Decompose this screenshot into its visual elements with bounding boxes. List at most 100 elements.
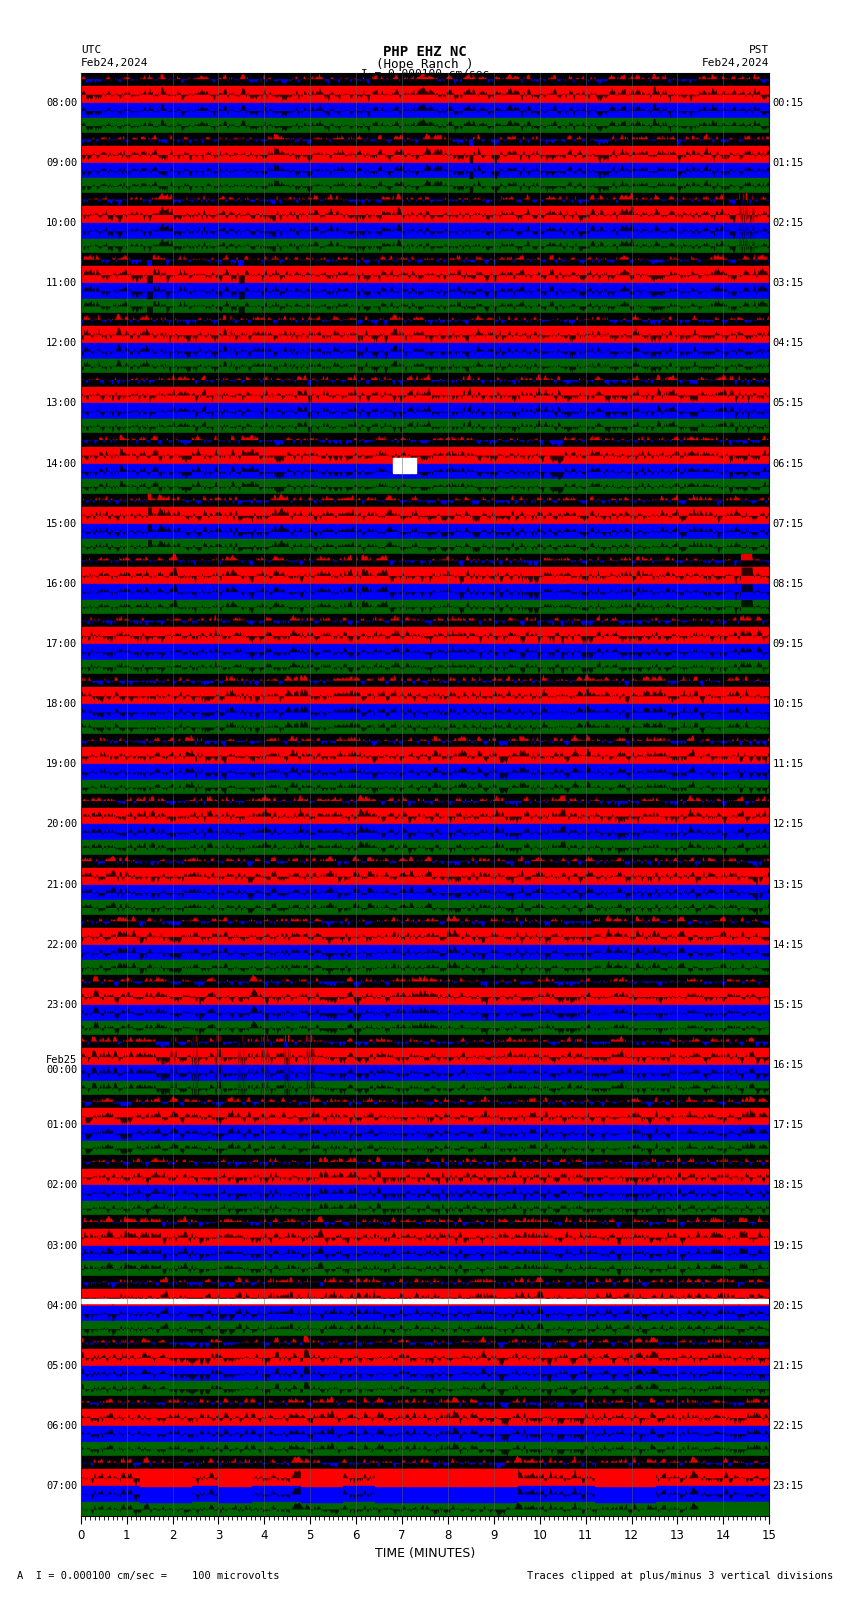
Bar (81, 687, 769, 705)
Bar (81, 674, 769, 687)
Bar (81, 900, 769, 915)
Text: 23:00: 23:00 (46, 1000, 77, 1010)
Bar (81, 1126, 769, 1140)
Text: 01:00: 01:00 (46, 1121, 77, 1131)
Text: 20:15: 20:15 (773, 1300, 804, 1311)
Text: 17:15: 17:15 (773, 1121, 804, 1131)
Bar (81, 584, 769, 600)
Bar (301, 1486, 343, 1502)
Bar (81, 1155, 769, 1168)
Text: 02:15: 02:15 (773, 218, 804, 227)
Text: 22:15: 22:15 (773, 1421, 804, 1431)
Bar (81, 840, 769, 855)
Text: 14:00: 14:00 (46, 458, 77, 468)
Text: 13:15: 13:15 (773, 879, 804, 890)
Text: 21:15: 21:15 (773, 1361, 804, 1371)
Text: 20:00: 20:00 (46, 819, 77, 829)
Text: (Hope Ranch ): (Hope Ranch ) (377, 58, 473, 71)
Bar (81, 1021, 769, 1036)
Bar (81, 1426, 769, 1442)
Text: 12:15: 12:15 (773, 819, 804, 829)
Bar (595, 1469, 654, 1486)
Text: 15:15: 15:15 (773, 1000, 804, 1010)
Bar (81, 463, 769, 479)
Bar (81, 266, 769, 284)
Bar (81, 539, 769, 553)
Text: 15:00: 15:00 (46, 519, 77, 529)
Bar (81, 553, 769, 568)
Bar (81, 808, 769, 824)
Bar (81, 1469, 769, 1486)
Text: A  I = 0.000100 cm/sec =    100 microvolts: A I = 0.000100 cm/sec = 100 microvolts (17, 1571, 280, 1581)
Bar (81, 132, 769, 145)
Bar (81, 855, 769, 868)
Bar (140, 1469, 191, 1486)
Text: 01:15: 01:15 (773, 158, 804, 168)
Bar (81, 927, 769, 945)
Bar (81, 1168, 769, 1186)
Text: 06:15: 06:15 (773, 458, 804, 468)
Text: 04:15: 04:15 (773, 339, 804, 348)
Text: 23:15: 23:15 (773, 1481, 804, 1490)
Text: 19:00: 19:00 (46, 760, 77, 769)
Text: 11:00: 11:00 (46, 277, 77, 289)
Bar (81, 447, 769, 463)
Bar (81, 1005, 769, 1021)
Bar (81, 615, 769, 627)
Bar (81, 344, 769, 360)
Bar (81, 73, 769, 85)
Bar (81, 1298, 769, 1303)
Text: 18:00: 18:00 (46, 698, 77, 710)
Bar (81, 945, 769, 960)
Bar (301, 1469, 343, 1486)
Bar (81, 239, 769, 253)
Bar (81, 506, 769, 524)
Bar (81, 989, 769, 1005)
Bar (81, 1216, 769, 1229)
Bar (81, 479, 769, 494)
Bar (81, 1261, 769, 1276)
Bar (81, 194, 769, 206)
Bar (375, 1486, 517, 1502)
Text: Feb25: Feb25 (46, 1055, 77, 1065)
Bar (81, 1065, 769, 1081)
Bar (81, 644, 769, 660)
Text: 22:00: 22:00 (46, 940, 77, 950)
Bar (81, 884, 769, 900)
Bar (81, 568, 769, 584)
Text: PHP EHZ NC: PHP EHZ NC (383, 45, 467, 60)
Bar (81, 1081, 769, 1095)
Bar (81, 419, 769, 434)
Bar (81, 524, 769, 539)
Text: 07:00: 07:00 (46, 1481, 77, 1490)
Text: 02:00: 02:00 (46, 1181, 77, 1190)
Text: 05:15: 05:15 (773, 398, 804, 408)
Bar (81, 1457, 769, 1469)
Bar (81, 1442, 769, 1457)
Bar (81, 387, 769, 403)
Bar (81, 1305, 769, 1321)
Text: 10:15: 10:15 (773, 698, 804, 710)
Bar (218, 1469, 251, 1486)
Bar (81, 163, 769, 179)
Bar (81, 206, 769, 223)
Bar (81, 1108, 769, 1126)
Bar (81, 1036, 769, 1048)
Bar (81, 103, 769, 118)
Bar (81, 403, 769, 419)
Text: 21:00: 21:00 (46, 879, 77, 890)
Text: Feb24,2024: Feb24,2024 (81, 58, 148, 68)
Bar (81, 1321, 769, 1336)
Bar (81, 1410, 769, 1426)
Text: 04:00: 04:00 (46, 1300, 77, 1311)
Bar (81, 373, 769, 387)
Text: 03:15: 03:15 (773, 277, 804, 289)
Bar (81, 600, 769, 615)
Bar (81, 1245, 769, 1261)
Bar (81, 313, 769, 326)
Text: UTC: UTC (81, 45, 101, 55)
Bar (81, 118, 769, 132)
Bar (81, 960, 769, 974)
Bar (81, 781, 769, 794)
Bar (81, 494, 769, 506)
